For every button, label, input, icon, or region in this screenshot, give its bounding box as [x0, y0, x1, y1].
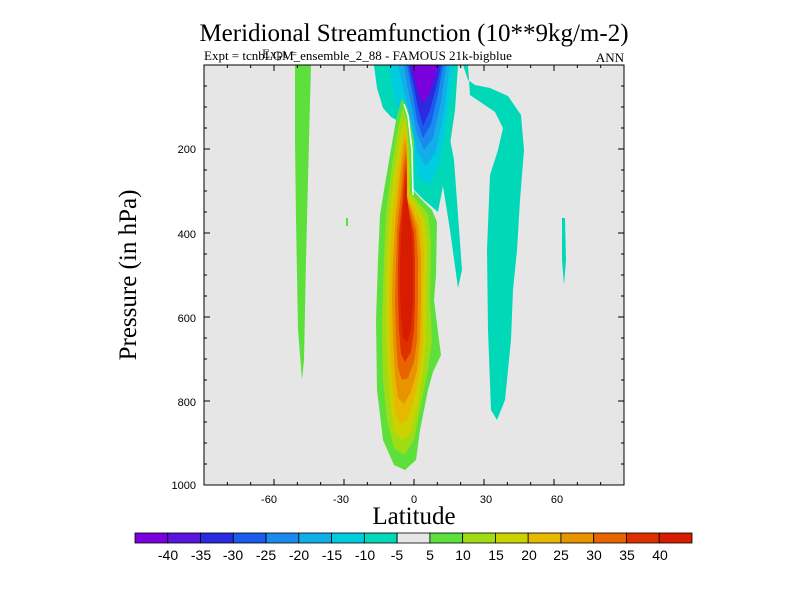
- colorbar-label: 25: [553, 547, 569, 563]
- colorbar-label: 5: [426, 547, 434, 563]
- y-tick-label: 400: [178, 229, 196, 241]
- colorbar-label: -5: [391, 547, 404, 563]
- colorbar-label: 30: [586, 547, 602, 563]
- x-tick-label: 0: [411, 494, 417, 506]
- contour-tropical-negative-core: [411, 65, 438, 104]
- x-axis-ticks: [226, 65, 602, 485]
- y-tick-label: 800: [178, 397, 196, 409]
- chart-subtitle-left: Expt = tcnbLGM_ensemble_2_88 - FAMOUS 21…: [204, 48, 512, 63]
- colorbar-swatch: [200, 532, 234, 544]
- colorbar-swatch: [658, 532, 693, 544]
- x-tick-label: -30: [333, 494, 349, 506]
- colorbar-label: -20: [289, 547, 309, 563]
- colorbar-label: -30: [223, 547, 243, 563]
- cell-separation-line: [403, 103, 414, 196]
- chart-subtitle-overlap: Expt =: [262, 46, 297, 61]
- x-tick-label: 60: [551, 494, 563, 506]
- colorbar-swatch: [167, 532, 201, 544]
- colorbar-label: -10: [355, 547, 375, 563]
- colorbar-swatch: [495, 532, 529, 544]
- contour-tropical-positive-core: [400, 176, 413, 342]
- colorbar-label: -15: [322, 547, 342, 563]
- colorbar-label: 35: [619, 547, 635, 563]
- x-tick-label: 30: [480, 494, 492, 506]
- colorbar-swatch: [331, 532, 365, 544]
- colorbar-swatch: [134, 532, 169, 544]
- colorbar-label: 20: [521, 547, 537, 563]
- colorbar-swatch: [265, 532, 300, 544]
- chart-title: Meridional Streamfunction (10**9kg/m-2): [199, 20, 628, 47]
- colorbar-swatch: [462, 532, 496, 544]
- x-axis-tick-labels: -60 -30 0 30 60: [261, 494, 563, 506]
- colorbar-label: 15: [488, 547, 504, 563]
- y-tick-label: 600: [178, 313, 196, 325]
- y-axis-tick-labels: 200 400 600 800 1000: [172, 144, 196, 492]
- contour-fills: [295, 65, 566, 470]
- colorbar-swatch: [560, 532, 595, 544]
- x-tick-label: -60: [261, 494, 277, 506]
- contour-nh-midlat-negative: [463, 65, 524, 420]
- colorbar-label: 40: [652, 547, 668, 563]
- colorbar-swatch: [396, 532, 431, 544]
- colorbar-label: -25: [256, 547, 276, 563]
- contour-nh-highlat-negative-sliver: [562, 218, 566, 285]
- contour-sh-small-dot: [346, 218, 348, 226]
- x-axis-label: Latitude: [372, 503, 455, 530]
- y-axis-ticks: [204, 85, 624, 486]
- colorbar-swatch: [593, 532, 627, 544]
- y-tick-label: 1000: [172, 480, 196, 492]
- colorbar: [134, 532, 693, 544]
- colorbar-swatch: [232, 532, 267, 544]
- y-axis-label: Pressure (in hPa): [115, 190, 142, 361]
- colorbar-swatch: [298, 532, 332, 544]
- colorbar-labels: -40 -35 -30 -25 -20 -15 -10 -5 5 10 15 2…: [158, 547, 668, 563]
- chart-subtitle-right: ANN: [596, 50, 625, 65]
- colorbar-label: -35: [191, 547, 211, 563]
- contour-sh-midlat-positive: [295, 65, 311, 380]
- colorbar-swatch: [527, 532, 562, 544]
- colorbar-swatch: [429, 532, 464, 544]
- colorbar-label: -40: [158, 547, 178, 563]
- colorbar-swatch: [626, 532, 660, 544]
- y-tick-label: 200: [178, 144, 196, 156]
- colorbar-swatch: [363, 532, 398, 544]
- colorbar-label: 10: [455, 547, 471, 563]
